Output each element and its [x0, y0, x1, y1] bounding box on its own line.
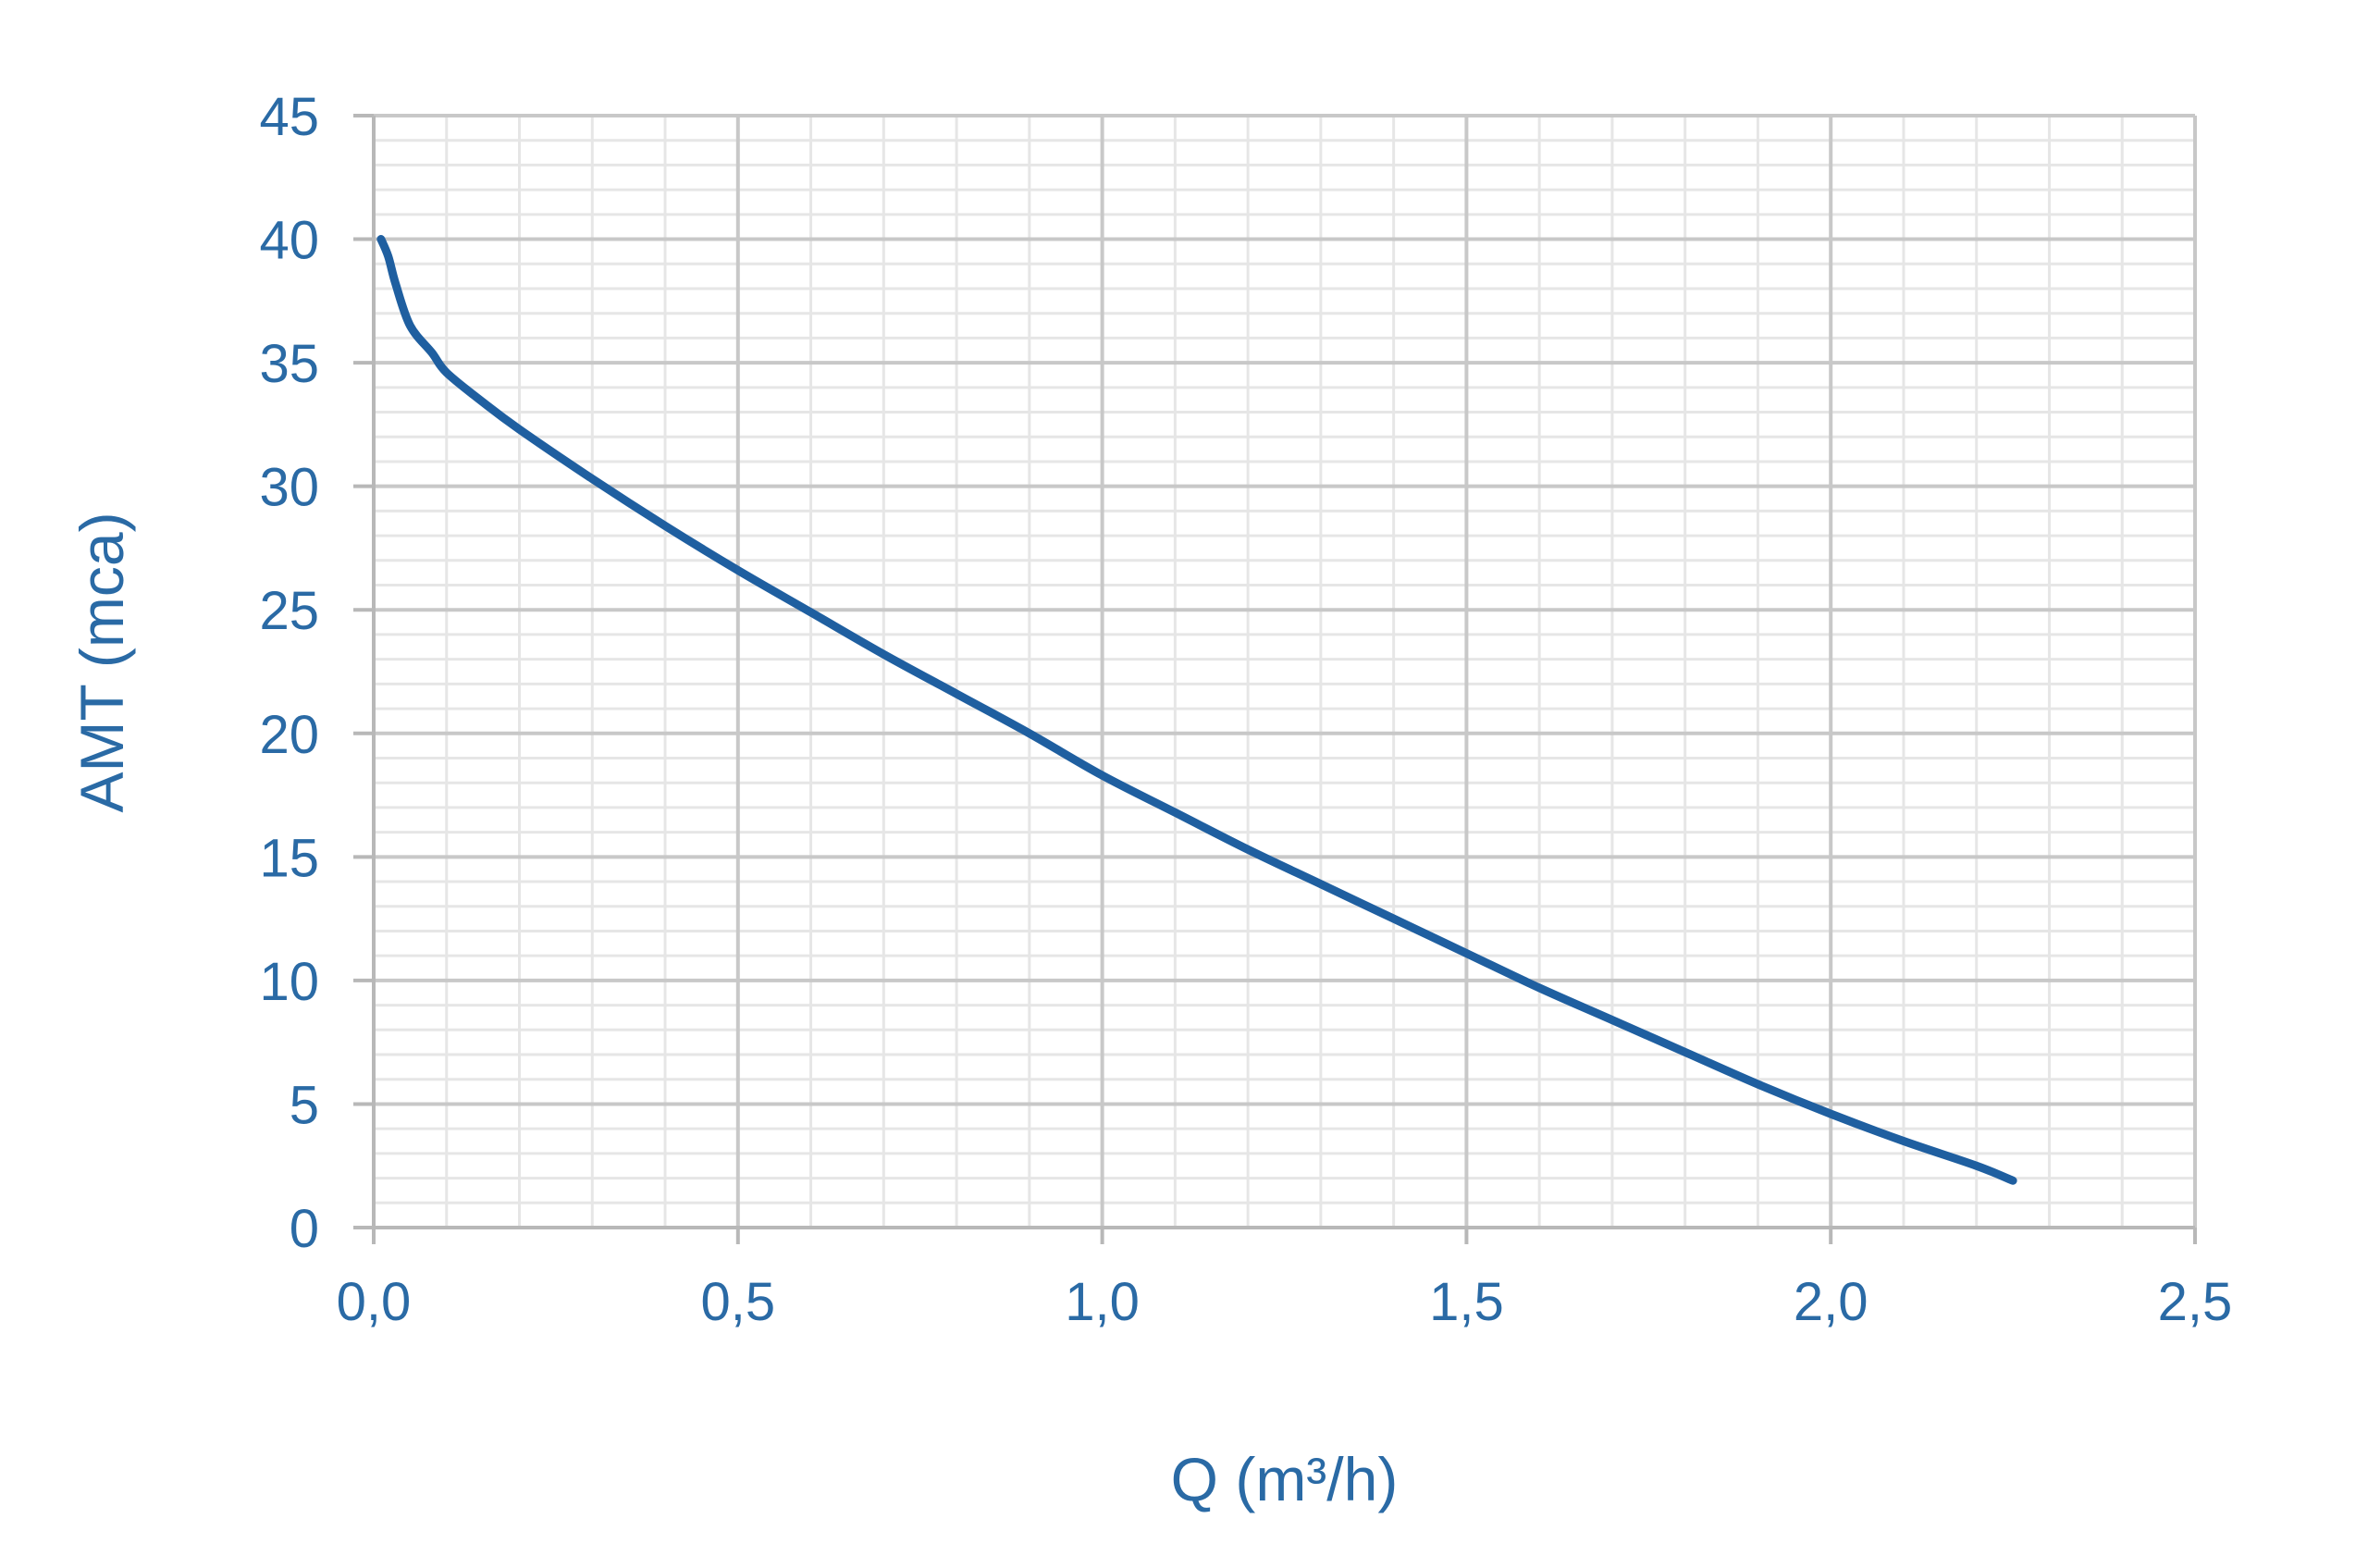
x-axis-title: Q (m³/h): [1171, 1445, 1399, 1513]
y-tick-label: 10: [259, 952, 319, 1012]
x-tick-label: 1,5: [1429, 1272, 1504, 1332]
x-tick-label: 0,0: [337, 1272, 412, 1332]
x-tick-label: 1,0: [1065, 1272, 1140, 1332]
y-axis-title: AMT (mca): [68, 512, 136, 812]
x-tick-label: 2,5: [2158, 1272, 2233, 1332]
y-tick-label: 40: [259, 211, 319, 271]
x-tick-label: 0,5: [700, 1272, 775, 1332]
x-tick-label: 2,0: [1794, 1272, 1868, 1332]
major-grid: [374, 114, 2197, 1228]
y-tick-label: 0: [290, 1199, 319, 1259]
y-tick-labels: 0 5 10 15 20 25 30 35 40 45: [259, 87, 319, 1259]
series-line-0: [376, 235, 2017, 1185]
y-tick-label: 15: [259, 828, 319, 888]
y-tick-label: 45: [259, 87, 319, 147]
y-tick-label: 5: [290, 1075, 319, 1135]
series-layer: [376, 235, 2017, 1185]
minor-grid: [374, 116, 2195, 1228]
y-tick-label: 35: [259, 334, 319, 394]
y-tick-label: 20: [259, 705, 319, 765]
x-tick-labels: 0,0 0,5 1,0 1,5 2,0 2,5: [337, 1272, 2233, 1332]
axes: [353, 114, 2197, 1244]
y-tick-label: 30: [259, 458, 319, 518]
y-tick-label: 25: [259, 581, 319, 641]
